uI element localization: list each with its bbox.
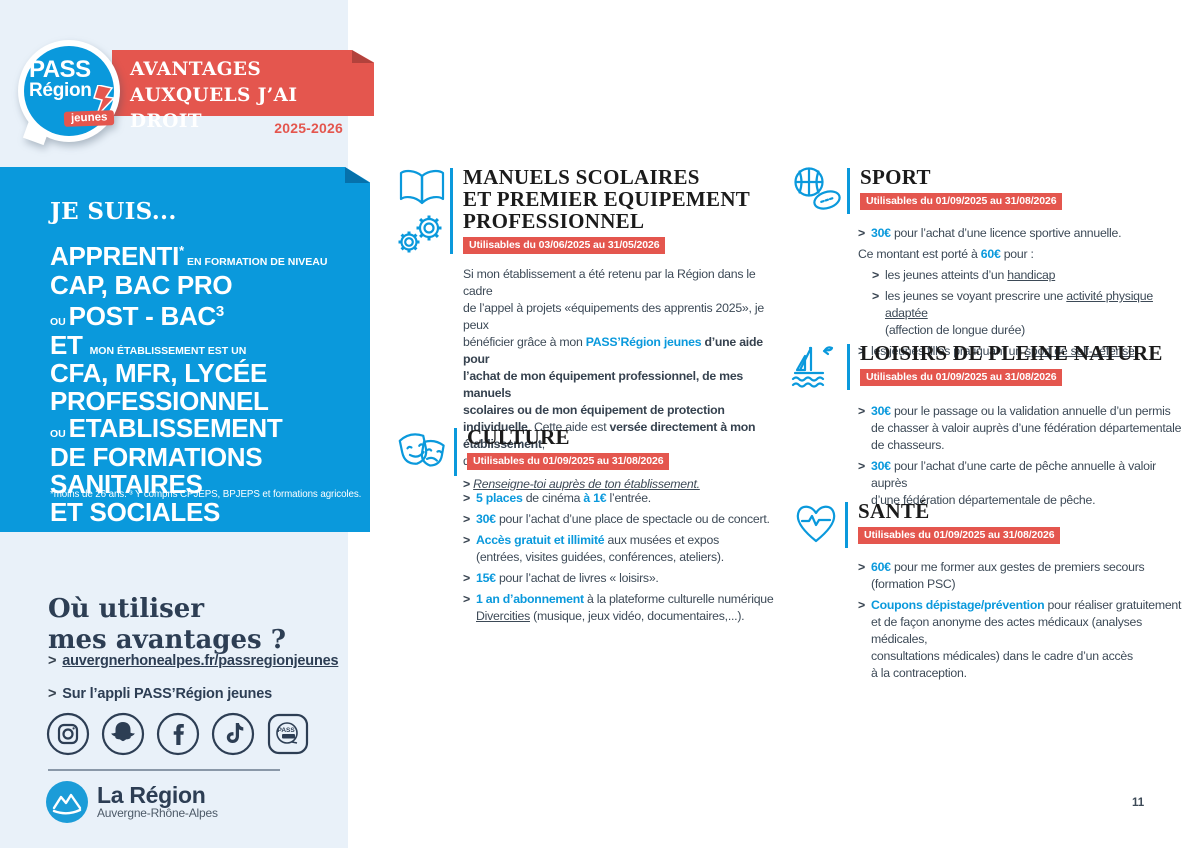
theater-masks-icon: [396, 426, 450, 478]
benefit-item: >5 places de cinéma à 1€ l’entrée.: [463, 491, 651, 505]
tiktok-icon[interactable]: [211, 712, 255, 756]
page-number: 11: [1132, 797, 1145, 809]
chevron-marker: >: [48, 653, 57, 669]
section-sante: SANTÉ Utilisables du 01/09/2025 au 31/08…: [791, 500, 1191, 686]
profile-line: PROFESSIONNEL: [50, 385, 269, 416]
benefit-subitem: > les jeunes atteints d’un handicap: [872, 268, 1056, 282]
benefit-item: > les jeunes filles pratiquant un sport d…: [858, 344, 1135, 358]
benefit-item: >30€ pour l’achat d’une place de spectac…: [463, 512, 770, 526]
je-suis-heading: JE SUIS...: [50, 198, 177, 225]
profile-line: CFA, MFR, LYCÉE: [50, 358, 268, 388]
instagram-icon[interactable]: [46, 712, 90, 756]
section-title: MANUELS SCOLAIRES ET PREMIER EQUIPEMENT …: [463, 165, 751, 233]
profile-line: ET SOCIALES: [50, 496, 221, 527]
heart-pulse-icon: [791, 500, 841, 548]
chevron-marker: >: [48, 686, 57, 702]
benefit-item: >30€ pour l’achat d’une carte de pêche a…: [858, 459, 1157, 507]
section-culture: CULTURE Utilisables du 01/09/2025 au 31/…: [396, 426, 776, 629]
section-loisirs-pleine-nature: LOISIRS DE PLEINE NATURE Utilisables du …: [791, 342, 1191, 513]
facebook-icon[interactable]: [156, 712, 200, 756]
logo-text-region: Région: [29, 80, 92, 101]
page-title: AVANTAGES AUXQUELS J’AI DROIT: [130, 59, 298, 132]
blue-panel: [0, 167, 345, 532]
benefit-subitem: > les jeunes se voyant prescrire une acti…: [872, 289, 1153, 337]
profile-line: CAP, BAC PRO: [50, 269, 233, 300]
profile-line: SANITAIRES: [50, 469, 203, 499]
section-accent-bar: [454, 428, 457, 476]
establishment-link[interactable]: > Renseigne-toi auprès de ton établissem…: [463, 477, 700, 491]
profile-line: DE FORMATIONS: [50, 441, 263, 472]
section-sport: SPORT Utilisables du 01/09/2025 au 31/08…: [791, 166, 1191, 364]
title-banner: AVANTAGES AUXQUELS J’AI DROIT: [112, 50, 352, 132]
region-subtitle: Auvergne-Rhône-Alpes: [97, 806, 218, 820]
region-name: La Région: [97, 782, 206, 808]
snapchat-icon[interactable]: [101, 712, 145, 756]
chevron-marker: >: [463, 477, 470, 491]
book-and-gears-icon: [396, 166, 446, 258]
validity-badge: Utilisables du 01/09/2025 au 31/08/2026: [860, 369, 1063, 386]
section-accent-bar: [847, 168, 850, 214]
section-title: SANTÉ: [858, 499, 930, 523]
title-banner-ribbon-edge: [352, 50, 374, 116]
profile-line: APPRENTI* EN FORMATION DE NIVEAU: [50, 241, 328, 271]
validity-badge: Utilisables du 01/09/2025 au 31/08/2026: [858, 527, 1061, 544]
validity-badge: Utilisables du 01/09/2025 au 31/08/2026: [467, 453, 670, 470]
section-title: SPORT: [860, 165, 931, 189]
profile-line: ET MON ÉTABLISSEMENT EST UN: [50, 329, 247, 360]
divider: [48, 769, 280, 771]
section-accent-bar: [847, 344, 850, 390]
where-to-use-heading: Où utiliser mes avantages ?: [48, 594, 286, 655]
la-region-logo: La Région Auvergne-Rhône-Alpes: [46, 781, 218, 823]
benefit-item: >30€ pour l’achat d’une licence sportive…: [858, 226, 1122, 240]
benefit-item: >1 an d’abonnement à la plateforme cultu…: [463, 592, 774, 623]
season-label: 2025-2026: [274, 120, 343, 136]
profile-description: APPRENTI* EN FORMATION DE NIVEAU CAP, BA…: [50, 240, 327, 528]
benefit-item: >15€ pour l’achat de livres « loisirs».: [463, 571, 659, 585]
section-accent-bar: [845, 502, 848, 548]
benefit-item: > Accès gratuit et illimité aux musées et…: [463, 533, 724, 564]
pass-region-app-icon[interactable]: PASS’: [266, 712, 310, 756]
logo-text-pass: PASS: [29, 56, 91, 83]
benefit-text: Ce montant est porté à 60€ pour :: [858, 247, 1034, 261]
logo-badge-jeunes: jeunes: [63, 110, 115, 127]
benefit-item: > Coupons dépistage/prévention pour réali…: [858, 598, 1182, 680]
footnote: *moins de 26 ans. ³ Y compris CPJEPS, BP…: [50, 489, 362, 500]
website-link[interactable]: > auvergnerhonealpes.fr/passregionjeunes: [48, 653, 339, 669]
benefit-item: >30€ pour le passage ou la validation an…: [858, 404, 1182, 452]
sport-balls-icon: [791, 166, 843, 214]
validity-badge: Utilisables du 03/06/2025 au 31/05/2026: [463, 237, 666, 254]
profile-line: OU ETABLISSEMENT: [50, 413, 283, 443]
sailboat-icon: [791, 342, 843, 392]
social-icons: PASS’: [46, 712, 310, 756]
pass-region-jeunes-logo: PASS Région jeunes: [16, 38, 128, 150]
app-link[interactable]: > Sur l’appli PASS’Région jeunes: [48, 686, 272, 702]
section-accent-bar: [450, 168, 453, 254]
section-title: LOISIRS DE PLEINE NATURE: [860, 341, 1163, 365]
mountain-icon: [46, 781, 88, 823]
svg-text:PASS’: PASS’: [277, 727, 296, 734]
section-title: CULTURE: [467, 425, 570, 449]
benefit-item: >60€ pour me former aux gestes de premie…: [858, 560, 1145, 591]
profile-line: OU POST - BAC3: [50, 301, 225, 331]
validity-badge: Utilisables du 01/09/2025 au 31/08/2026: [860, 193, 1063, 210]
lightning-bolt-icon: [93, 85, 116, 118]
blue-panel-ribbon-edge: [345, 167, 370, 532]
